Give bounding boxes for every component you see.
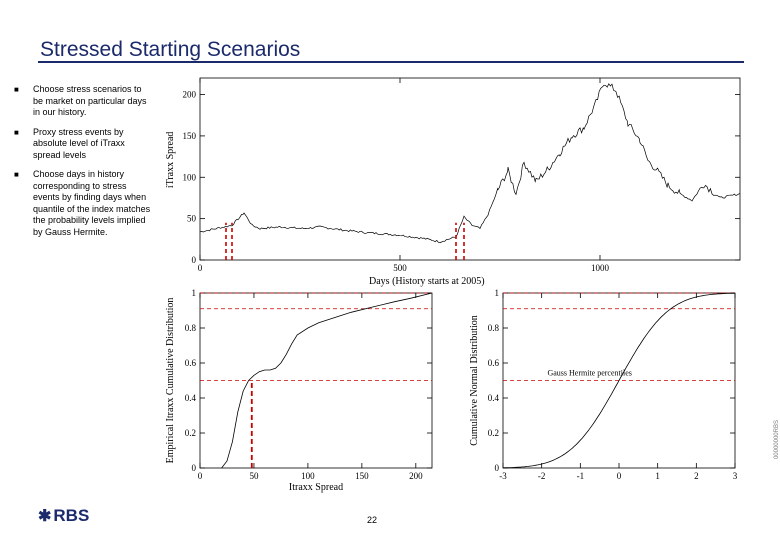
x-axis-label: Days (History starts at 2005) [369,276,485,287]
bullet-item: ■ Choose stress scenarios to be market o… [14,84,154,119]
x-tick-label: 1000 [591,263,610,273]
x-tick-label: 0 [198,471,203,481]
y-tick-label: 200 [183,90,197,100]
bullet-text: Choose days in history corresponding to … [33,169,151,237]
bullet-item: ■ Choose days in history corresponding t… [14,169,154,238]
x-tick-label: 200 [409,471,423,481]
spread-history-chart: 0 500 1000 0 50 100 150 200 Days (History starts… [165,77,741,287]
bullet-icon: ■ [14,170,19,179]
y-tick-label: 0.4 [185,393,197,403]
rbs-logo: ✱ RBS [38,506,89,526]
bullet-text: Choose stress scenarios to be market on … [33,84,147,117]
x-tick-label: -2 [538,471,546,481]
y-tick-label: 150 [183,131,197,141]
x-axis-label: Itraxx Spread [289,482,343,493]
bullet-icon: ■ [14,127,19,137]
y-axis-label: iTraxx Spread [165,132,176,189]
y-tick-label: 100 [183,172,197,182]
x-tick-label: 50 [249,471,259,481]
x-tick-label: 1 [655,471,660,481]
spread-series-line [199,83,741,244]
gauss-hermite-annotation: Gauss Hermite percentiles [547,368,631,377]
x-tick-label: 0 [617,471,622,481]
rbs-logo-icon: ✱ [38,508,52,525]
y-tick-label: 0.4 [488,393,500,403]
bullet-item: ■ Proxy stress events by absolute level … [14,127,154,162]
y-tick-label: 0.2 [488,428,499,438]
y-tick-label: 0.8 [185,323,197,333]
y-tick-label: 0 [192,255,197,265]
normal-cdf-plot: -3 -2 -1 0 1 2 3 0 0.2 0.4 0.6 0.8 1 Gauss Hermite pe… [469,288,738,481]
empirical-cdf-chart: 0 50 100 150 200 0 0.2 0.4 0.6 0.8 1 Itraxx Spread E… [165,288,433,493]
y-tick-label: 0 [495,463,500,473]
y-tick-label: 50 [187,214,197,224]
bullet-text: Proxy stress events by absolute level of… [33,126,125,160]
x-tick-label: 3 [733,471,738,481]
empirical-cdf-plot: 0 50 100 150 200 0 0.2 0.4 0.6 0.8 1 Itraxx Spread E… [165,288,433,493]
page-number: 22 [367,515,378,525]
x-tick-label: 0 [198,263,203,273]
rbs-logo-text: RBS [53,506,90,525]
y-tick-label: 0 [192,463,197,473]
bullet-list: ■ Choose stress scenarios to be market o… [14,84,154,246]
x-tick-label: 500 [393,263,407,273]
y-tick-label: 1 [192,288,197,298]
y-tick-label: 0.6 [488,358,500,368]
plot-frame [199,77,741,261]
y-tick-label: 0.6 [185,358,197,368]
x-tick-label: 2 [694,471,699,481]
y-tick-label: 0.8 [488,323,500,333]
x-tick-label: 100 [301,471,315,481]
x-tick-label: -1 [577,471,585,481]
x-tick-label: -3 [499,471,507,481]
side-code: 00000000RBS [774,420,780,460]
y-axis-label: Cumulative Normal Distribution [469,315,480,446]
normal-cdf-chart: -3 -2 -1 0 1 2 3 0 0.2 0.4 0.6 0.8 1 Gauss Hermite pe… [469,288,738,481]
slide-title: Stressed Starting Scenarios [40,38,301,61]
x-tick-label: 150 [355,471,369,481]
y-tick-label: 0.2 [185,428,196,438]
normal-cdf-line [502,292,736,469]
y-tick-label: 1 [495,288,500,298]
spread-history-plot: 0 500 1000 0 50 100 150 200 Days (History starts… [165,77,741,287]
bullet-icon: ■ [14,85,19,94]
empirical-cdf-line [221,292,433,469]
y-axis-label: Empirical Itraxx Cumulative Distribution [165,298,176,464]
title-rule [38,61,744,63]
